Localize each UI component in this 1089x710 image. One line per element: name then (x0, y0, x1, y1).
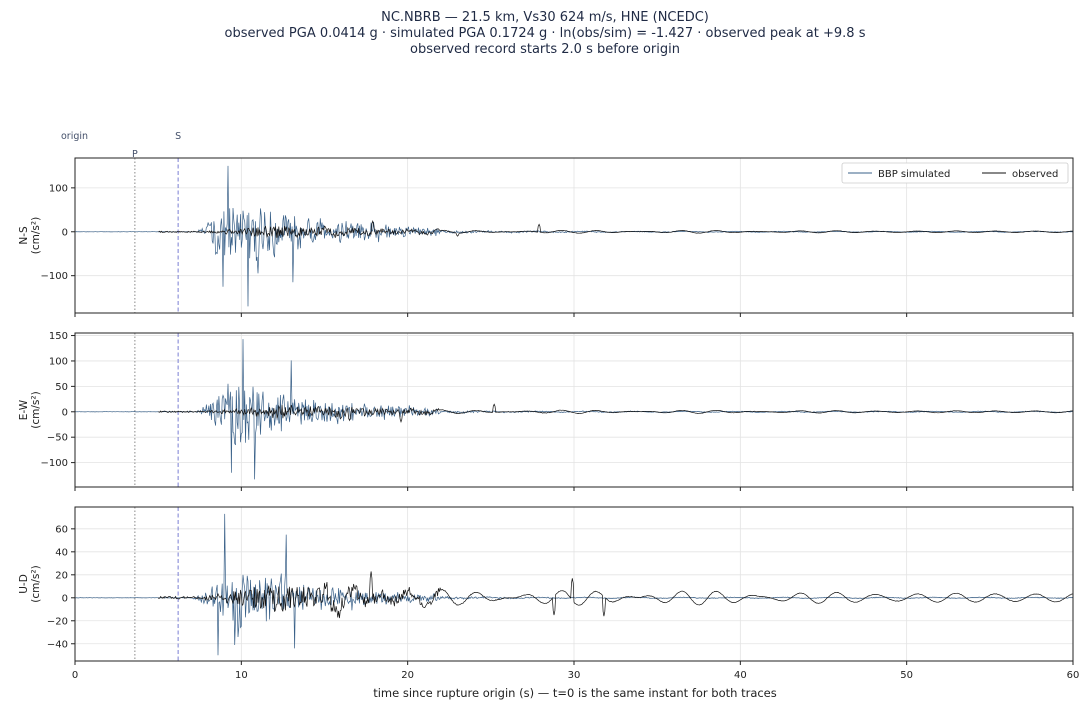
y-tick-label: −100 (41, 271, 68, 282)
x-tick-label: 40 (734, 670, 747, 681)
origin-label: origin (61, 131, 88, 142)
observed-trace-ud (157, 571, 1073, 619)
y-tick-label: −50 (47, 433, 68, 444)
y-tick-label: 0 (62, 407, 68, 418)
p-arrival-label: P (132, 149, 138, 160)
y-tick-label: 40 (55, 547, 68, 558)
y-tick-label: 100 (49, 356, 68, 367)
y-tick-label: 100 (49, 183, 68, 194)
simulated-trace-ns (75, 165, 1073, 307)
legend-simulated-label: BBP simulated (878, 169, 950, 180)
y-tick-label: 20 (55, 570, 68, 581)
y-tick-label: −40 (47, 639, 68, 650)
panel-ns: 100 0 −100 N-S(cm/s²) (18, 157, 1074, 317)
x-tick-label: 20 (401, 670, 414, 681)
legend: BBP simulated observed (841, 162, 1069, 184)
observed-trace-ns (158, 220, 1073, 239)
observed-trace-ew (158, 403, 1073, 424)
y-tick-label: −100 (41, 458, 68, 469)
panels: 1000−100N-S(cm/s²)150100500−50−100E-W(cm… (18, 157, 1080, 681)
legend-observed-label: observed (1012, 169, 1058, 180)
title-line-1: NC.NBRB — 21.5 km, Vs30 624 m/s, HNE (NC… (381, 10, 709, 25)
x-tick-label: 60 (1067, 670, 1080, 681)
y-tick-label: 60 (55, 524, 68, 535)
y-axis-label-ns: N-S(cm/s²) (18, 217, 42, 254)
legend-box (841, 162, 1069, 184)
title-line-3: observed record starts 2.0 s before orig… (410, 42, 680, 57)
x-axis-label: time since rupture origin (s) — t=0 is t… (373, 686, 777, 700)
y-tick-label: 0 (62, 227, 68, 238)
x-tick-label: 50 (900, 670, 913, 681)
figure-title: NC.NBRB — 21.5 km, Vs30 624 m/s, HNE (NC… (225, 10, 866, 57)
title-line-2: observed PGA 0.0414 g · simulated PGA 0.… (225, 26, 866, 41)
simulated-trace-ew (75, 339, 1073, 480)
x-tick-label: 10 (235, 670, 248, 681)
panel-ud: 60 40 20 0 −20 −40 0 10 20 30 40 50 60 U-D(cm/s²) (18, 506, 1080, 681)
panel-ew: 150 100 50 0 −50 −100 E-W(cm/s²) (18, 331, 1074, 491)
y-tick-label: −20 (47, 616, 68, 627)
s-arrival-label: S (175, 131, 181, 142)
x-tick-label: 30 (568, 670, 581, 681)
y-axis-label-ud: U-D(cm/s²) (18, 565, 42, 602)
y-tick-label: 50 (55, 382, 68, 393)
y-tick-label: 0 (62, 593, 68, 604)
y-axis-label-ew: E-W(cm/s²) (18, 391, 42, 428)
x-tick-label: 0 (72, 670, 78, 681)
y-tick-label: 150 (49, 331, 68, 342)
